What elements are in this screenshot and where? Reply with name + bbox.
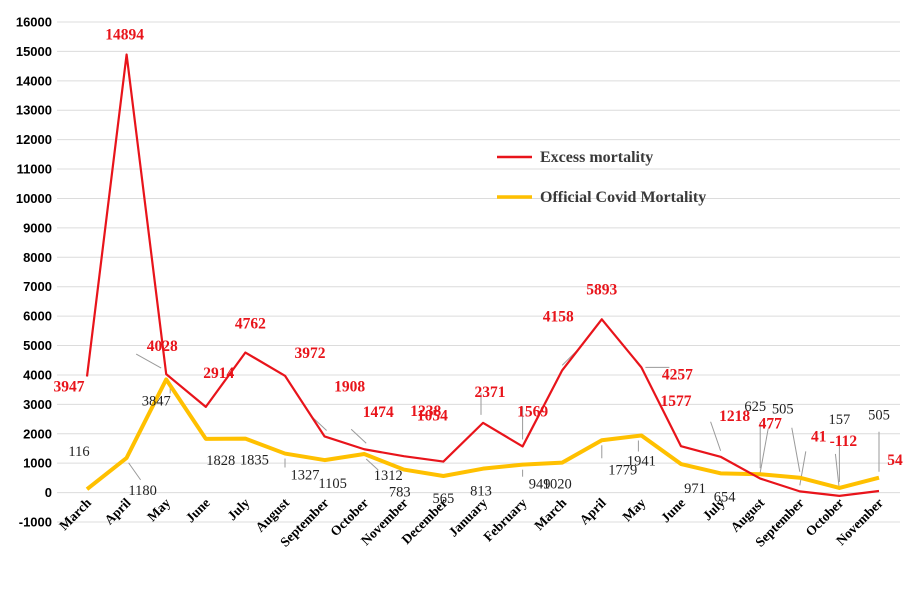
y-tick-label: 16000 bbox=[16, 15, 52, 30]
data-label-excess: -112 bbox=[830, 433, 858, 450]
data-label-official: 565 bbox=[433, 491, 455, 507]
x-tick-label: March bbox=[56, 495, 94, 533]
data-label-official: 3847 bbox=[142, 393, 171, 409]
leader-line-excess bbox=[135, 353, 162, 369]
data-label-official: 116 bbox=[68, 444, 89, 460]
data-label-excess: 4158 bbox=[543, 308, 574, 325]
legend-label-official: Official Covid Mortality bbox=[540, 189, 706, 206]
data-label-excess: 1218 bbox=[719, 408, 750, 425]
data-label-excess: 4762 bbox=[235, 316, 266, 333]
data-label-official: 1312 bbox=[374, 468, 403, 484]
y-tick-label: 9000 bbox=[23, 220, 52, 235]
y-tick-label: 15000 bbox=[16, 44, 52, 59]
y-axis-ticks: -1000 0 1000 2000 3000 4000 5000 6000 7000 8000 90… bbox=[16, 15, 52, 530]
data-label-official: 157 bbox=[829, 412, 851, 428]
data-label-official: 949 bbox=[529, 477, 551, 493]
y-tick-label: 14000 bbox=[16, 73, 52, 88]
x-tick-label: May bbox=[619, 495, 648, 524]
data-label-excess: 4028 bbox=[147, 338, 178, 355]
data-label-excess: 41 bbox=[811, 428, 827, 445]
series-lines bbox=[85, 53, 880, 497]
leader-line-excess bbox=[710, 421, 722, 451]
data-label-excess: 3972 bbox=[295, 345, 326, 362]
data-label-official: 971 bbox=[684, 481, 706, 497]
data-label-official: 654 bbox=[714, 489, 737, 505]
label-leader-lines bbox=[128, 344, 880, 490]
leader-line-excess bbox=[834, 453, 840, 490]
y-tick-label: 6000 bbox=[23, 309, 52, 324]
data-label-excess: 477 bbox=[759, 416, 783, 433]
legend: Excess mortality Official Covid Mortalit… bbox=[497, 149, 706, 206]
leader-line-excess bbox=[350, 428, 367, 444]
data-label-official: 1020 bbox=[543, 477, 572, 493]
data-label-excess: 2914 bbox=[203, 365, 234, 382]
data-label-official: 1835 bbox=[240, 453, 269, 469]
series-line-official-covid bbox=[85, 377, 880, 491]
y-tick-label: 10000 bbox=[16, 191, 52, 206]
data-label-official: 625 bbox=[744, 399, 766, 415]
y-tick-label: 8000 bbox=[23, 250, 52, 265]
y-tick-label: 13000 bbox=[16, 103, 52, 118]
data-label-excess: 1054 bbox=[417, 408, 448, 425]
x-tick-label: July bbox=[224, 495, 252, 523]
data-label-official: 1105 bbox=[318, 476, 346, 492]
data-label-official: 505 bbox=[772, 402, 794, 418]
x-tick-label: March bbox=[531, 495, 569, 533]
y-tick-label: 1000 bbox=[23, 456, 52, 471]
y-tick-label: 4000 bbox=[23, 367, 52, 382]
data-label-official: 1327 bbox=[291, 468, 320, 484]
y-tick-label: 11000 bbox=[17, 162, 52, 177]
y-tick-label: 7000 bbox=[23, 279, 52, 294]
leader-line-official bbox=[365, 458, 379, 471]
data-label-excess: 3947 bbox=[54, 379, 85, 396]
y-tick-label: 3000 bbox=[23, 397, 52, 412]
data-label-excess: 5893 bbox=[586, 281, 617, 298]
data-label-excess: 1238 bbox=[410, 403, 441, 420]
y-tick-label: 0 bbox=[45, 485, 52, 500]
leader-line-official bbox=[791, 427, 801, 472]
y-tick-label: 12000 bbox=[16, 132, 52, 147]
data-label-excess: 2371 bbox=[475, 384, 506, 401]
y-tick-label: -1000 bbox=[19, 515, 52, 530]
data-label-excess: 4257 bbox=[662, 366, 693, 383]
data-label-excess: 54 bbox=[887, 452, 903, 469]
data-labels: 3947 14894 4028 2914 4762 3972 1908 1474 1238105… bbox=[54, 27, 904, 507]
x-tick-label: June bbox=[183, 495, 213, 525]
x-tick-label: June bbox=[658, 495, 688, 525]
legend-label-excess: Excess mortality bbox=[540, 149, 653, 166]
data-label-excess: 1474 bbox=[363, 404, 394, 421]
x-tick-label: May bbox=[144, 495, 173, 524]
data-label-excess: 14894 bbox=[105, 27, 144, 44]
data-label-excess: 1908 bbox=[334, 378, 365, 395]
series-line-excess bbox=[85, 53, 880, 497]
y-tick-label: 5000 bbox=[23, 338, 52, 353]
x-tick-label: April bbox=[577, 495, 610, 528]
data-label-official: 505 bbox=[868, 408, 890, 424]
x-tick-label: April bbox=[101, 495, 134, 528]
leader-line-official bbox=[128, 462, 142, 481]
data-label-official: 1779 bbox=[608, 462, 637, 478]
data-label-excess: 1577 bbox=[661, 393, 692, 410]
x-tick-label: February bbox=[480, 495, 529, 544]
data-label-excess: 1569 bbox=[517, 403, 548, 420]
data-label-official: 813 bbox=[470, 484, 492, 500]
data-label-official: 1828 bbox=[206, 453, 235, 469]
data-label-official: 1941 bbox=[627, 454, 656, 470]
data-label-official: 783 bbox=[389, 485, 411, 501]
y-tick-label: 2000 bbox=[23, 426, 52, 441]
leader-line-excess bbox=[759, 428, 769, 473]
gridlines bbox=[57, 21, 900, 523]
data-label-official: 1180 bbox=[128, 483, 156, 499]
